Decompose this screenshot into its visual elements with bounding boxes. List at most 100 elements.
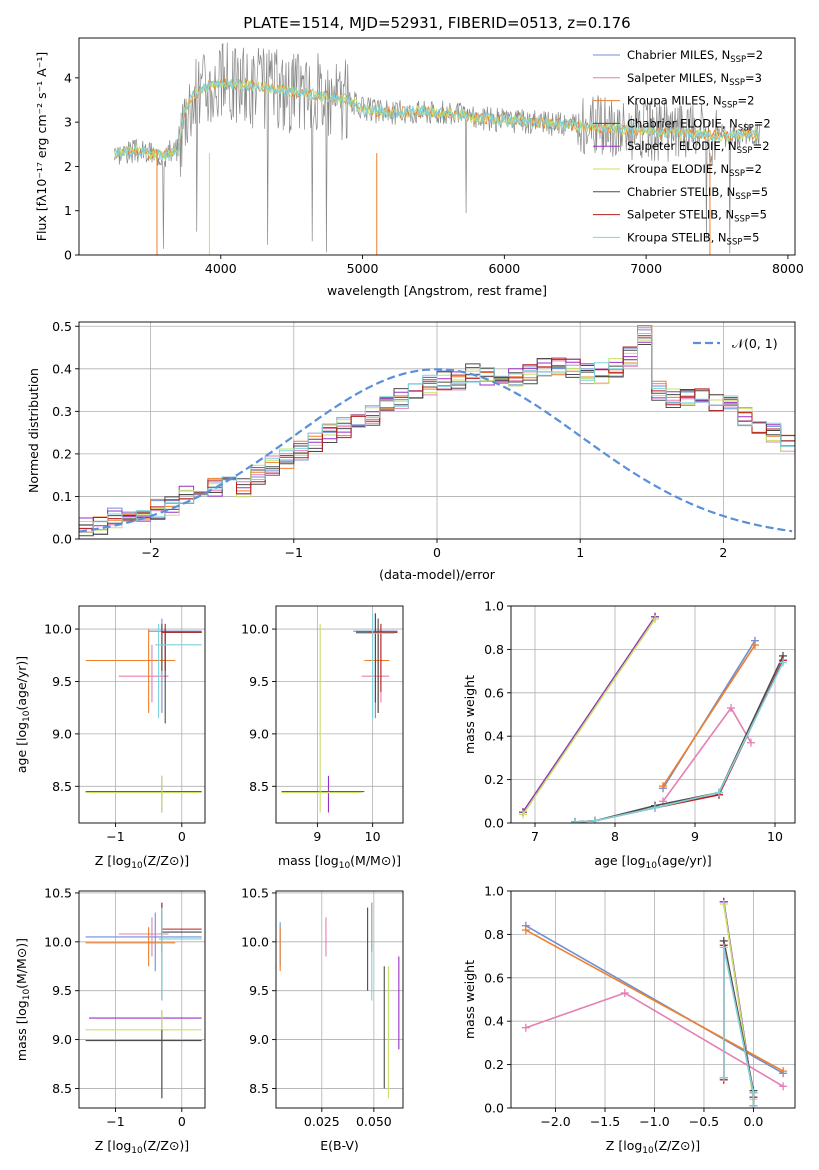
y-tick-label: 10.5 (241, 885, 269, 900)
weight-line-chabrier_miles (525, 925, 784, 1074)
model-spectrum-kroupa_stelib (113, 77, 760, 161)
y-tick-label: 0.4 (484, 729, 504, 744)
y-tick-label: 9.5 (249, 983, 269, 998)
y-tick-label: 0.0 (484, 1101, 504, 1116)
histogram-kroupa_miles (79, 325, 795, 539)
x-axis-label: mass [log10(M/M⊙)] (278, 853, 401, 871)
x-tick-label: 0 (433, 545, 441, 560)
chart-age-vs-mass: mass [log10(M/M⊙)] 9 10 8.5 9.0 9.5 10.0 (241, 605, 404, 871)
weight-line-salpeter_elodie (522, 616, 656, 813)
y-axis-label: mass weight (462, 675, 477, 754)
y-tick-label: 10.0 (241, 934, 269, 949)
weight-line-chabrier_stelib (574, 655, 784, 823)
plot-area (79, 325, 795, 539)
histogram-kroupa_stelib (79, 333, 795, 539)
y-tick-label: 9.5 (249, 674, 269, 689)
x-tick-label: −1.0 (639, 1114, 669, 1129)
y-tick-label: 9.5 (52, 674, 72, 689)
plot-area (521, 897, 788, 1108)
legend-label: Kroupa STELIB, NSSP=5 (627, 230, 759, 247)
y-tick-label: 4 (64, 70, 72, 85)
y-tick-label: 10.0 (241, 622, 269, 637)
x-tick-label: 5000 (347, 261, 379, 276)
histogram-salpeter_stelib (79, 335, 795, 539)
normal-curve (79, 368, 793, 533)
x-tick-label: −1 (106, 829, 124, 844)
y-tick-label: 8.5 (249, 1081, 269, 1096)
legend-label: Kroupa ELODIE, NSSP=2 (627, 162, 762, 179)
weight-line-kroupa_stelib (723, 947, 755, 1106)
panels: Chabrier MILES, NSSP=2 Salpeter MILES, NS… (14, 37, 804, 1156)
histogram-salpeter_miles (79, 327, 795, 539)
legend-label: Salpeter STELIB, NSSP=5 (627, 208, 767, 225)
y-tick-label: 2 (64, 159, 72, 174)
y-tick-label: 0.8 (484, 927, 504, 942)
y-axis-label: mass [log10(M/M⊙)] (14, 938, 32, 1061)
axes-frame (275, 890, 404, 1109)
y-tick-label: 0.8 (484, 642, 504, 657)
y-tick-label: 0.2 (484, 1057, 504, 1072)
weight-line-kroupa_miles (525, 929, 784, 1072)
x-tick-label: 0.025 (304, 1114, 340, 1129)
x-tick-label: 0 (178, 829, 186, 844)
x-axis-label: age [log10(age/yr)] (594, 853, 711, 871)
y-tick-label: 9.5 (52, 983, 72, 998)
chart-mass-weight-vs-z: Z [log10(Z/Z⊙)] mass weight −2.0 −1.5 −1.0 −0… (462, 884, 796, 1156)
legend-label: Salpeter MILES, NSSP=3 (627, 71, 762, 88)
x-tick-label: 8000 (772, 261, 804, 276)
axes-frame (78, 37, 796, 256)
histogram-chabrier_stelib (79, 337, 795, 539)
legend-label: Salpeter ELODIE, NSSP=2 (627, 139, 770, 156)
x-tick-label: 2 (719, 545, 727, 560)
x-tick-label: 6000 (488, 261, 520, 276)
y-axis-label: Normed distribution (26, 368, 41, 493)
y-tick-label: 0 (64, 248, 72, 263)
x-axis-label: wavelength [Angstrom, rest frame] (327, 283, 547, 298)
x-tick-label: −1.5 (590, 1114, 620, 1129)
axes-frame (510, 605, 796, 824)
y-tick-label: 0.0 (484, 816, 504, 831)
y-tick-label: 9.0 (249, 726, 269, 741)
y-tick-label: 0.6 (484, 970, 504, 985)
chart-mass-vs-ebv: E(B-V) 0.025 0.050 8.5 9.0 9.5 10.0 10.5 (241, 885, 404, 1153)
weight-line-kroupa_elodie (522, 618, 656, 815)
x-tick-label: 0.050 (356, 1114, 392, 1129)
x-tick-label: −0.5 (689, 1114, 719, 1129)
y-axis-label: age [log10(age/yr)] (14, 656, 32, 773)
y-tick-label: 1 (64, 203, 72, 218)
axes-frame (78, 605, 206, 824)
plot-area (85, 618, 202, 813)
y-tick-label: 10.0 (44, 934, 72, 949)
weight-line-kroupa_miles (662, 644, 756, 787)
chart-mass-vs-z: Z [log10(Z/Z⊙)] mass [log10(M/M⊙)] −1 0 8.5 9… (14, 885, 206, 1156)
plot-area (113, 42, 760, 255)
x-axis-label: E(B-V) (320, 1138, 359, 1153)
x-axis-label: Z [log10(Z/Z⊙)] (606, 1138, 700, 1156)
x-axis-label: Z [log10(Z/Z⊙)] (95, 1138, 189, 1156)
histogram-chabrier_miles (79, 329, 795, 539)
x-tick-label: −1 (285, 545, 303, 560)
chart-age-vs-z: Z [log10(Z/Z⊙)] age [log10(age/yr)] −1 0 8.5… (14, 605, 206, 871)
y-tick-label: 0.1 (52, 489, 72, 504)
x-tick-label: −2 (141, 545, 159, 560)
y-tick-label: 1.0 (484, 599, 504, 614)
axes-frame (510, 890, 796, 1109)
x-tick-label: 4000 (205, 261, 237, 276)
y-tick-label: 0.0 (52, 532, 72, 547)
y-tick-label: 10.5 (44, 885, 72, 900)
y-tick-label: 0.3 (52, 404, 72, 419)
axes-frame (275, 605, 404, 824)
y-tick-label: 8.5 (249, 779, 269, 794)
chart-residuals: 𝒩(0, 1) (data-model)/error Normed distribu… (26, 319, 796, 582)
plot-area (519, 612, 787, 823)
x-tick-label: 1 (576, 545, 584, 560)
legend-label: Kroupa MILES, NSSP=2 (627, 94, 754, 111)
chart-spectrum: Chabrier MILES, NSSP=2 Salpeter MILES, NS… (34, 37, 804, 298)
y-tick-label: 0.4 (52, 361, 72, 376)
y-tick-label: 0.2 (52, 446, 72, 461)
x-tick-label: 10 (365, 829, 381, 844)
weight-line-salpeter_stelib (574, 659, 784, 823)
x-tick-label: 0.0 (743, 1114, 763, 1129)
y-tick-label: 0.4 (484, 1014, 504, 1029)
